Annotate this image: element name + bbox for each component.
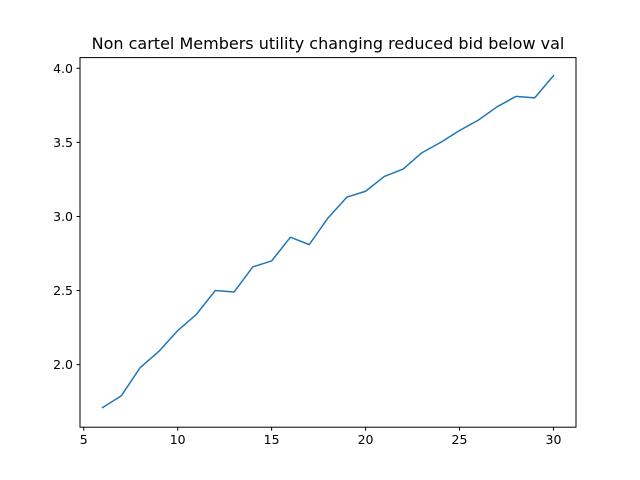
y-tick-label: 2.0 <box>53 357 73 372</box>
y-tick-label: 3.5 <box>53 135 73 150</box>
y-tick-label: 4.0 <box>53 61 73 76</box>
series-line <box>101 74 555 409</box>
x-tick-label: 20 <box>358 432 374 447</box>
x-axis: 5 10 15 20 25 30 <box>80 427 562 447</box>
x-tick-label: 10 <box>170 432 186 447</box>
y-axis: 2.0 2.5 3.0 3.5 4.0 <box>53 61 80 372</box>
x-tick-label: 30 <box>546 432 562 447</box>
x-tick-label: 15 <box>264 432 280 447</box>
x-tick-label: 5 <box>80 432 88 447</box>
chart-title: Non cartel Members utility changing redu… <box>92 34 565 53</box>
plot-area <box>101 74 555 409</box>
y-tick-label: 3.0 <box>53 209 73 224</box>
plot-frame <box>79 57 577 428</box>
y-tick-label: 2.5 <box>53 283 73 298</box>
x-tick-label: 25 <box>452 432 468 447</box>
